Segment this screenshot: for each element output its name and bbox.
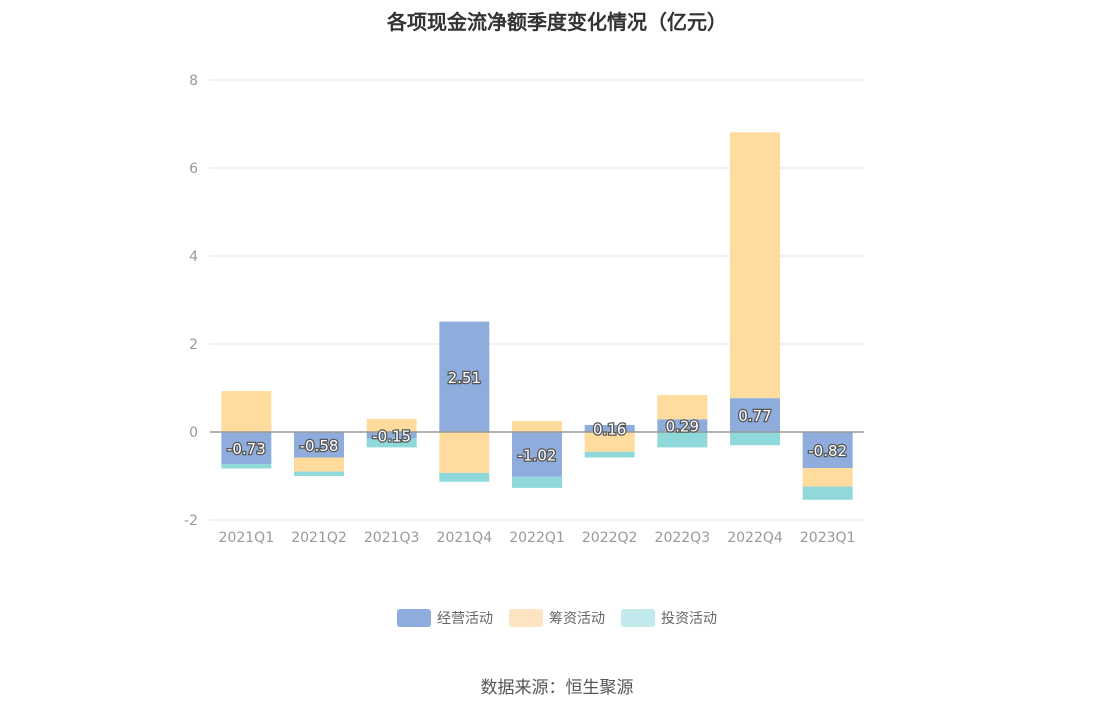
bar-segment [584,424,635,432]
bar-segment [730,398,780,432]
bar-segment [802,486,853,500]
chart-legend: 经营活动 筹资活动 投资活动 [0,608,1114,628]
bar-segment [366,418,417,432]
legend-label: 投资活动 [661,611,717,627]
x-tick-label: 2021Q2 [291,530,347,546]
bar-segment [730,432,780,446]
source-note: 数据来源：恒生聚源 [480,678,634,698]
x-tick-label: 2023Q1 [800,530,856,546]
legend-label: 经营活动 [437,611,493,627]
bar-segment [730,132,780,399]
bar-segment [439,432,490,473]
x-tick-label: 2022Q4 [727,530,783,546]
bar-segment [294,471,344,476]
x-tick-label: 2022Q2 [582,530,638,546]
x-tick-label: 2022Q3 [655,530,711,546]
data-label: -1.02 [518,446,557,464]
bar-segment [512,432,562,477]
x-tick-label: 2021Q3 [364,530,420,546]
bar-segment [512,421,562,432]
x-tick-label: 2022Q1 [509,530,565,546]
legend-swatch [397,609,431,627]
x-tick-label: 2021Q1 [219,530,275,546]
bar-segment [802,468,853,487]
data-label: -0.73 [227,440,266,458]
bar-segment [512,476,562,488]
bar-segment [294,432,344,458]
bar-segment [657,395,708,420]
chart-title: 各项现金流净额季度变化情况（亿元） [387,10,727,34]
bar-segment [366,438,417,448]
y-tick-label: 0 [189,425,198,441]
data-label: 0.29 [666,418,699,436]
legend-swatch [509,609,543,627]
x-tick-label: 2021Q4 [437,530,493,546]
bar-segment [221,464,272,469]
legend-label: 筹资活动 [549,611,605,627]
bar-segment [221,432,272,465]
legend-item[interactable]: 投资活动 [621,608,717,628]
bar-segment [439,321,490,432]
data-label: -0.58 [300,437,339,455]
y-tick-label: 6 [189,161,198,177]
data-label: -0.82 [808,442,847,460]
data-label: 0.16 [593,420,626,438]
bar-segment [294,457,344,472]
bar-segment [439,472,490,482]
bar-segment [366,432,417,439]
bar-segment [657,432,708,448]
bar-segment [584,432,635,452]
y-tick-label: -2 [184,513,198,529]
y-tick-label: 8 [189,73,198,89]
bar-segment [584,451,635,458]
bar-segment [221,391,272,432]
chart-plot: -2 0 2 4 6 8 -0.73 -0.58 -0.15 2.51 -1.02 0.16 0.29 0… [184,73,864,546]
data-label: -0.15 [372,427,411,445]
data-label: 2.51 [448,369,481,387]
legend-item[interactable]: 经营活动 [397,608,493,628]
legend-item[interactable]: 筹资活动 [509,608,605,628]
legend-swatch [621,609,655,627]
y-tick-label: 2 [189,337,198,353]
bar-segment [802,432,853,469]
y-tick-label: 4 [189,249,198,265]
data-label: 0.77 [738,407,771,425]
bar-segment [657,419,708,432]
